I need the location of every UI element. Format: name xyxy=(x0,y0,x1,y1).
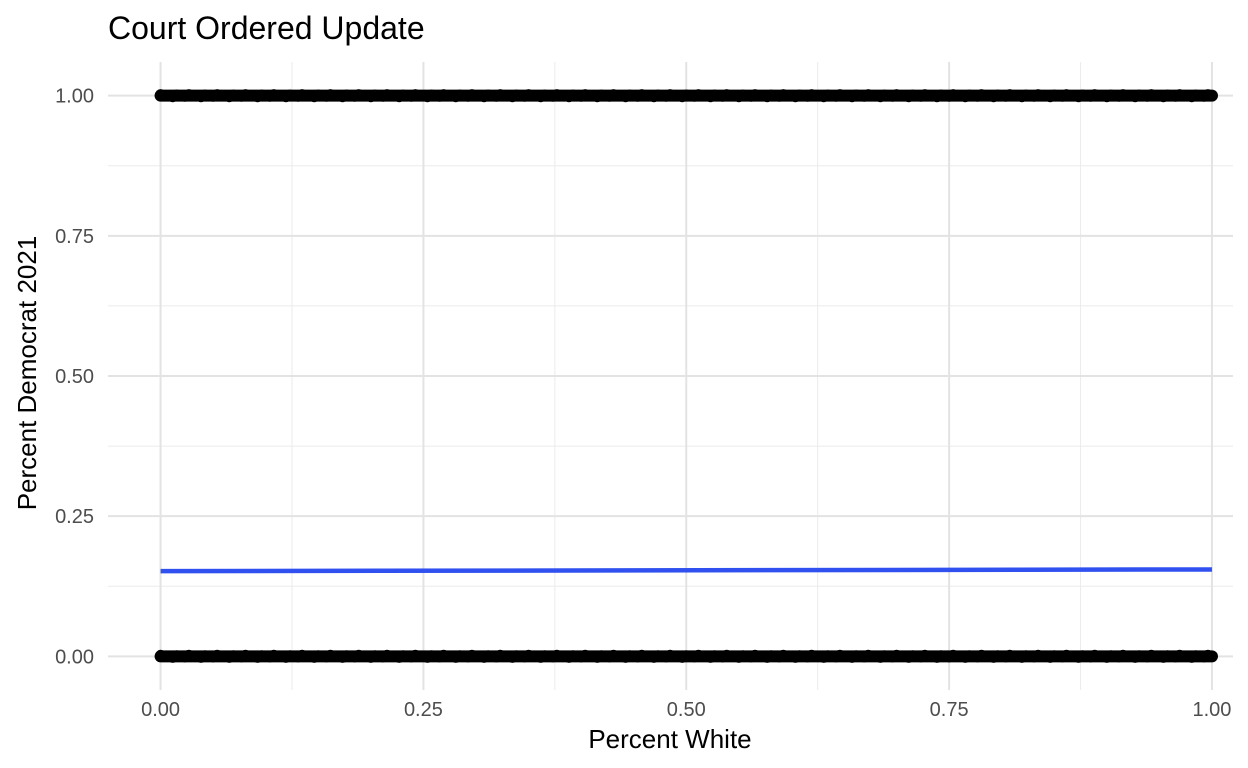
chart-title: Court Ordered Update xyxy=(108,10,425,46)
data-point xyxy=(1206,650,1218,662)
x-tick-label: 0.75 xyxy=(930,699,969,721)
x-tick-label: 0.25 xyxy=(404,699,443,721)
y-tick-label: 0.00 xyxy=(55,646,94,668)
x-axis-tick-labels: 0.00 0.25 0.50 0.75 1.00 xyxy=(141,699,1231,721)
x-axis-title: Percent White xyxy=(588,724,751,754)
x-tick-label: 0.50 xyxy=(667,699,706,721)
y-tick-label: 0.75 xyxy=(55,226,94,248)
y-tick-label: 1.00 xyxy=(55,86,94,108)
x-tick-label: 1.00 xyxy=(1193,699,1232,721)
data-point xyxy=(1206,89,1218,101)
y-axis-tick-labels: 0.00 0.25 0.50 0.75 1.00 xyxy=(55,86,94,669)
y-tick-label: 0.50 xyxy=(55,366,94,388)
y-axis-title: Percent Democrat 2021 xyxy=(12,236,42,511)
trend-line-group xyxy=(160,567,1212,574)
trend-line xyxy=(160,567,1212,574)
x-tick-label: 0.00 xyxy=(141,699,180,721)
y-tick-label: 0.25 xyxy=(55,506,94,528)
data-points xyxy=(154,89,1218,663)
